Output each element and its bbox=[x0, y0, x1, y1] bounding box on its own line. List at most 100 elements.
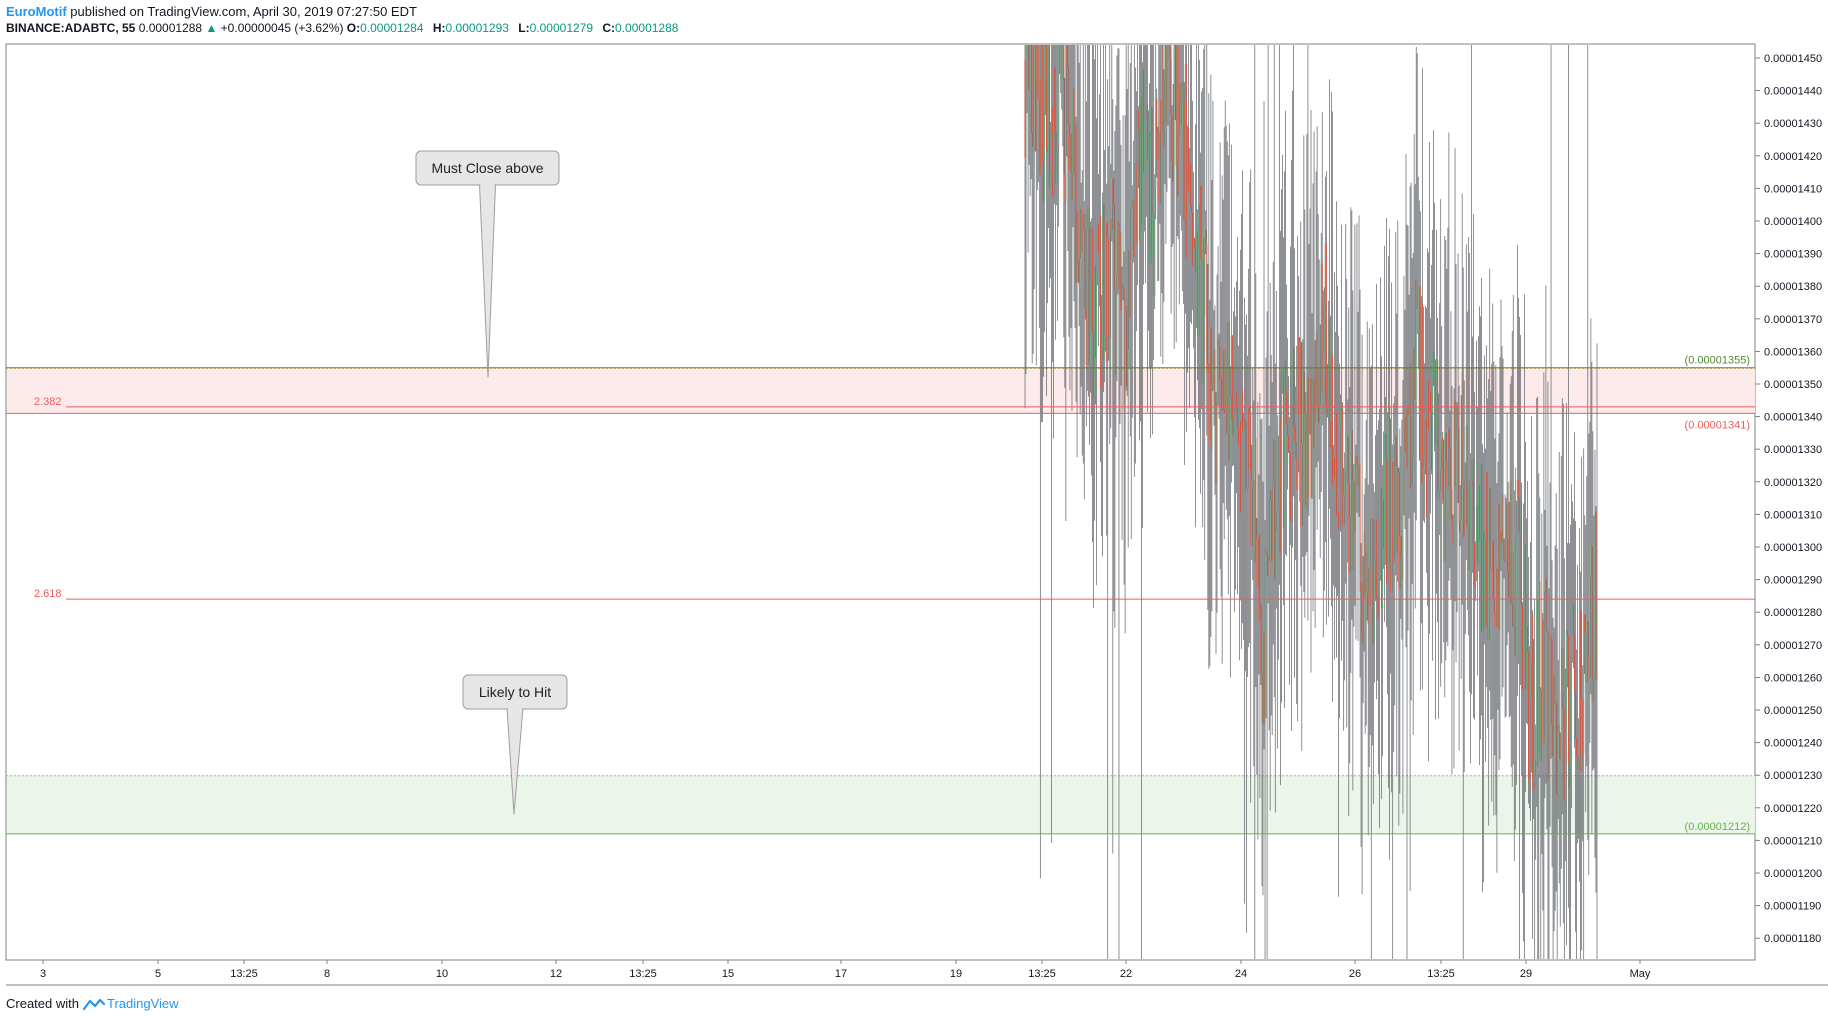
y-tick-label: 0.00001350 bbox=[1764, 379, 1822, 391]
candle bbox=[1192, 171, 1195, 349]
candle bbox=[1028, 45, 1030, 165]
candle bbox=[1427, 252, 1430, 762]
candle bbox=[1087, 45, 1089, 397]
candle bbox=[1248, 268, 1250, 648]
price-change: +0.00000045 (+3.62%) bbox=[220, 21, 344, 35]
candle bbox=[1147, 45, 1149, 413]
candle bbox=[1426, 248, 1428, 606]
candle bbox=[1302, 339, 1304, 558]
candle bbox=[1569, 524, 1571, 959]
candle bbox=[1581, 457, 1583, 951]
candle bbox=[1046, 45, 1049, 304]
x-tick-label: 5 bbox=[155, 968, 161, 980]
candle bbox=[1361, 334, 1363, 895]
candle bbox=[1375, 283, 1377, 700]
candle bbox=[1148, 110, 1150, 331]
tradingview-brand-link[interactable]: TradingView bbox=[106, 996, 179, 1011]
candle bbox=[1535, 724, 1537, 860]
candle bbox=[1382, 431, 1385, 569]
candle bbox=[1586, 476, 1588, 767]
candle bbox=[1070, 45, 1072, 329]
candle bbox=[1489, 268, 1491, 691]
candle bbox=[1559, 732, 1561, 927]
x-tick-label: 22 bbox=[1120, 968, 1132, 980]
candle bbox=[1298, 276, 1300, 473]
candle bbox=[1256, 517, 1258, 775]
candle bbox=[1402, 379, 1404, 814]
candle bbox=[1132, 140, 1134, 263]
candle bbox=[1217, 246, 1219, 406]
candle bbox=[1351, 210, 1353, 620]
candle bbox=[1315, 171, 1317, 468]
candle bbox=[1122, 115, 1124, 301]
candle bbox=[1541, 513, 1543, 854]
x-tick-label: 29 bbox=[1520, 968, 1532, 980]
candle bbox=[1220, 281, 1222, 597]
candle bbox=[1478, 306, 1481, 765]
candle bbox=[1444, 236, 1446, 698]
candle bbox=[1548, 588, 1550, 959]
candle bbox=[1493, 361, 1495, 816]
candle bbox=[1521, 601, 1523, 894]
candle bbox=[1316, 126, 1318, 530]
up-arrow-icon: ▲ bbox=[205, 21, 218, 35]
candle bbox=[1078, 62, 1080, 327]
candle bbox=[1172, 84, 1174, 244]
candle bbox=[1549, 482, 1551, 827]
candle bbox=[1311, 313, 1313, 499]
candle bbox=[1406, 224, 1408, 959]
candle bbox=[1211, 180, 1213, 612]
candle bbox=[1526, 481, 1529, 725]
candle bbox=[1026, 45, 1028, 114]
candle bbox=[1583, 448, 1585, 959]
candle bbox=[1496, 483, 1498, 873]
likely-hit-callout[interactable]: Likely to Hit bbox=[462, 674, 568, 815]
candle bbox=[1392, 444, 1394, 959]
candle bbox=[1201, 91, 1203, 409]
candle bbox=[1294, 248, 1296, 678]
support-bottom-label: (0.00001212) bbox=[1685, 821, 1750, 833]
candle bbox=[1429, 318, 1432, 514]
candle bbox=[1349, 387, 1351, 764]
x-tick-label: 24 bbox=[1235, 968, 1247, 980]
candle bbox=[1458, 385, 1460, 751]
candle bbox=[1318, 259, 1320, 500]
candle bbox=[1452, 514, 1454, 651]
support-zone bbox=[7, 775, 1755, 834]
candle bbox=[1420, 296, 1422, 624]
candle bbox=[1513, 490, 1515, 862]
candle bbox=[1442, 432, 1444, 504]
candle bbox=[1577, 565, 1579, 844]
candle bbox=[1565, 403, 1567, 946]
candle bbox=[1454, 148, 1456, 602]
candle bbox=[1163, 69, 1165, 302]
y-tick-label: 0.00001300 bbox=[1764, 542, 1822, 554]
candle bbox=[1515, 500, 1517, 785]
candle bbox=[1416, 53, 1418, 335]
must-close-callout[interactable]: Must Close above bbox=[415, 150, 560, 378]
candle bbox=[1216, 274, 1218, 613]
candle bbox=[1481, 277, 1483, 716]
candle bbox=[1477, 336, 1480, 572]
candle bbox=[1030, 45, 1032, 179]
candle bbox=[1539, 497, 1541, 778]
candle bbox=[1263, 101, 1265, 749]
candle bbox=[1042, 45, 1044, 377]
candle bbox=[1295, 386, 1297, 561]
candle bbox=[1593, 515, 1595, 769]
author-link[interactable]: EuroMotif bbox=[6, 4, 67, 19]
candle bbox=[1483, 452, 1485, 883]
candle bbox=[1235, 281, 1237, 494]
candle bbox=[1116, 55, 1118, 382]
x-tick-label: 13:25 bbox=[1427, 968, 1455, 980]
candle bbox=[1103, 45, 1105, 392]
candle bbox=[1390, 418, 1392, 674]
candle bbox=[1157, 126, 1159, 281]
candle bbox=[1409, 186, 1411, 891]
candle bbox=[1507, 481, 1509, 633]
candle bbox=[1133, 45, 1135, 477]
symbol-name: BINANCE:ADABTC, 55 bbox=[6, 21, 136, 35]
candle bbox=[1530, 542, 1532, 821]
footer: Created with TradingView bbox=[6, 996, 179, 1011]
